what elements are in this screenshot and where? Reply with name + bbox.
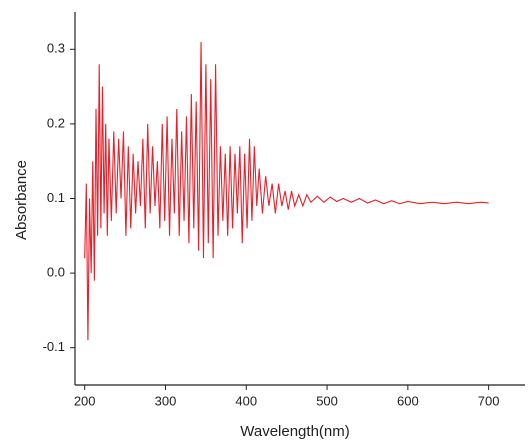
y-tick-label: 0.2 [47,115,65,130]
x-axis-title: Wavelength(nm) [240,423,349,440]
y-tick-label: 0.1 [47,190,65,205]
x-tick-label: 300 [155,393,177,408]
data-line [84,41,489,341]
x-tick-label: 700 [478,393,500,408]
x-tick-label: 200 [74,393,96,408]
y-tick-label: 0.0 [47,265,65,280]
y-tick-label: -0.1 [43,339,65,354]
x-tick-label: 600 [397,393,419,408]
x-tick-label: 400 [235,393,257,408]
y-axis-title: Absorbance [13,160,30,240]
x-tick-label: 500 [316,393,338,408]
y-tick-label: 0.3 [47,41,65,56]
